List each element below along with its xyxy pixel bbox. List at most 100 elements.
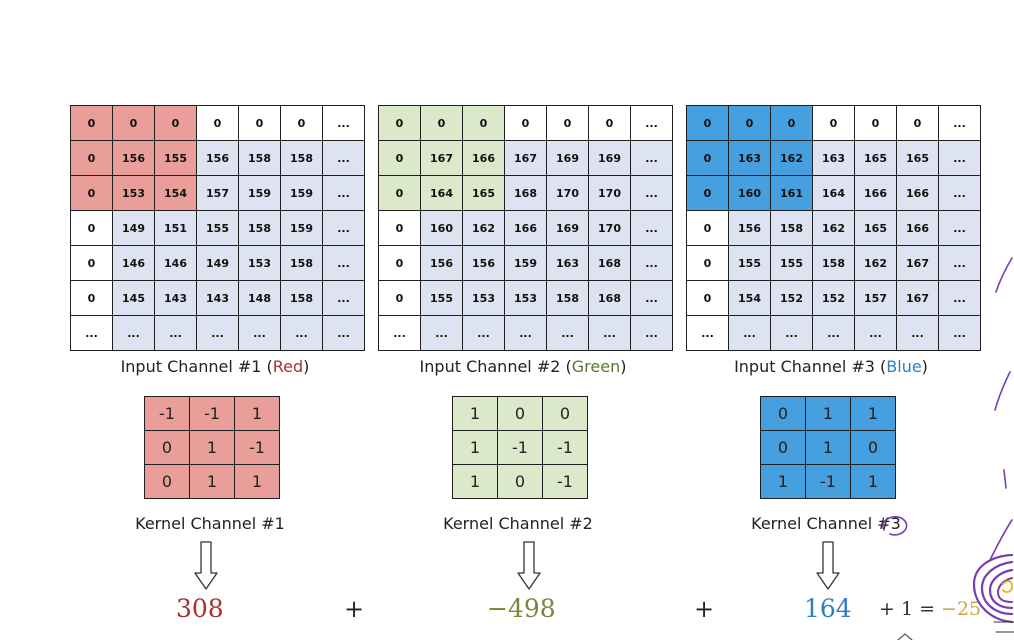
input-cell: 155 <box>154 140 197 176</box>
input-cell: 168 <box>588 245 631 281</box>
input-cell: 0 <box>378 280 421 316</box>
input-cell: 152 <box>770 280 813 316</box>
matrix-row: 0 155 155 158 162 167... <box>686 245 981 281</box>
kernel-cell: 0 <box>850 430 896 465</box>
input-cell: ... <box>938 210 981 246</box>
down-arrow-icon <box>517 541 541 590</box>
input-cell: 156 <box>420 245 463 281</box>
input-cell: 145 <box>112 280 155 316</box>
matrix-row: 0 0 0 0 0 0... <box>378 105 673 141</box>
input-cell: 148 <box>238 280 281 316</box>
input-channel-blue-grid: 0 0 0 0 0 0... 0 163 162 163 165 165... 0 160 161 164 16… <box>686 105 981 351</box>
input-cell: 0 <box>686 175 729 211</box>
input-cell: 166 <box>504 210 547 246</box>
matrix-row: 1 0 -1 <box>452 464 588 499</box>
matrix-row: 0 167 166 167 169 169... <box>378 140 673 176</box>
input-cell: 158 <box>238 140 281 176</box>
input-cell: ... <box>630 105 673 141</box>
input-cell: ... <box>770 315 813 351</box>
input-cell: 0 <box>238 105 281 141</box>
matrix-row: 0 153 154 157 159 159... <box>70 175 365 211</box>
input-cell: 158 <box>770 210 813 246</box>
input-cell: 0 <box>896 105 939 141</box>
input-cell: ... <box>630 175 673 211</box>
input-cell: 156 <box>112 140 155 176</box>
input-cell: ... <box>938 140 981 176</box>
input-channel-red-grid: 0 0 0 0 0 0... 0 156 155 156 158 158... 0 153 154 157 15… <box>70 105 365 351</box>
input-cell: 0 <box>70 280 113 316</box>
input-cell: ... <box>546 315 589 351</box>
input-cell: 166 <box>854 175 897 211</box>
down-arrow-icon <box>194 541 218 590</box>
input-cell: 0 <box>378 140 421 176</box>
input-cell: 154 <box>728 280 771 316</box>
kernel-cell: -1 <box>805 464 851 499</box>
kernel-cell: -1 <box>189 396 235 431</box>
input-cell: 169 <box>588 140 631 176</box>
matrix-row: ..................... <box>70 315 365 351</box>
input-cell: 163 <box>546 245 589 281</box>
input-cell: ... <box>938 245 981 281</box>
kernel-cell: -1 <box>542 464 588 499</box>
matrix-row: 0 0 0 0 0 0... <box>686 105 981 141</box>
plus-operator: + <box>694 595 715 623</box>
input-cell: 167 <box>896 280 939 316</box>
input-cell: ... <box>938 175 981 211</box>
input-cell: 169 <box>546 210 589 246</box>
input-cell: 158 <box>238 210 281 246</box>
input-cell: ... <box>812 315 855 351</box>
matrix-row: ..................... <box>686 315 981 351</box>
matrix-row: 0 0 0 0 0 0... <box>70 105 365 141</box>
input-cell: 158 <box>546 280 589 316</box>
bias-expression: + 1 = <box>879 598 942 620</box>
input-cell: 0 <box>462 105 505 141</box>
input-cell: ... <box>728 315 771 351</box>
input-cell: 0 <box>70 140 113 176</box>
input-cell: ... <box>630 315 673 351</box>
input-cell: ... <box>630 210 673 246</box>
input-channel-green-caption: Input Channel #2 (Green) <box>378 357 668 376</box>
input-cell: ... <box>686 315 729 351</box>
input-cell: 164 <box>420 175 463 211</box>
kernel-cell: 1 <box>189 464 235 499</box>
input-cell: 167 <box>420 140 463 176</box>
input-cell: 0 <box>70 245 113 281</box>
input-cell: ... <box>322 175 365 211</box>
input-cell: 156 <box>728 210 771 246</box>
kernel-cell: 1 <box>452 430 498 465</box>
caption-suffix: ) <box>620 357 627 376</box>
kernel-channel-2-grid: 1 0 0 1 -1 -1 1 0 -1 <box>452 396 588 499</box>
input-cell: 159 <box>238 175 281 211</box>
input-cell: 163 <box>728 140 771 176</box>
matrix-row: -1 -1 1 <box>144 396 280 431</box>
input-cell: ... <box>196 315 239 351</box>
input-cell: 0 <box>70 175 113 211</box>
input-cell: ... <box>896 315 939 351</box>
kernel-cell: -1 <box>234 430 280 465</box>
input-cell: 157 <box>854 280 897 316</box>
input-cell: 160 <box>420 210 463 246</box>
caption-color-word-red: Red <box>272 357 304 376</box>
input-cell: 170 <box>588 175 631 211</box>
caption-suffix: ) <box>921 357 928 376</box>
input-cell: 0 <box>686 210 729 246</box>
kernel-cell: 0 <box>760 430 806 465</box>
input-cell: 168 <box>588 280 631 316</box>
input-cell: 0 <box>378 210 421 246</box>
caption-color-word-green: Green <box>571 357 621 376</box>
input-cell: 166 <box>896 210 939 246</box>
input-cell: 154 <box>154 175 197 211</box>
matrix-row: 0 160 161 164 166 166... <box>686 175 981 211</box>
input-cell: 169 <box>546 140 589 176</box>
input-cell: 165 <box>896 140 939 176</box>
input-cell: ... <box>322 245 365 281</box>
kernel-cell: 0 <box>542 396 588 431</box>
input-cell: 146 <box>154 245 197 281</box>
input-cell: 151 <box>154 210 197 246</box>
input-cell: 0 <box>686 105 729 141</box>
kernel-cell: 1 <box>850 396 896 431</box>
input-cell: 158 <box>812 245 855 281</box>
input-cell: 0 <box>378 245 421 281</box>
input-cell: ... <box>112 315 155 351</box>
input-cell: 156 <box>462 245 505 281</box>
